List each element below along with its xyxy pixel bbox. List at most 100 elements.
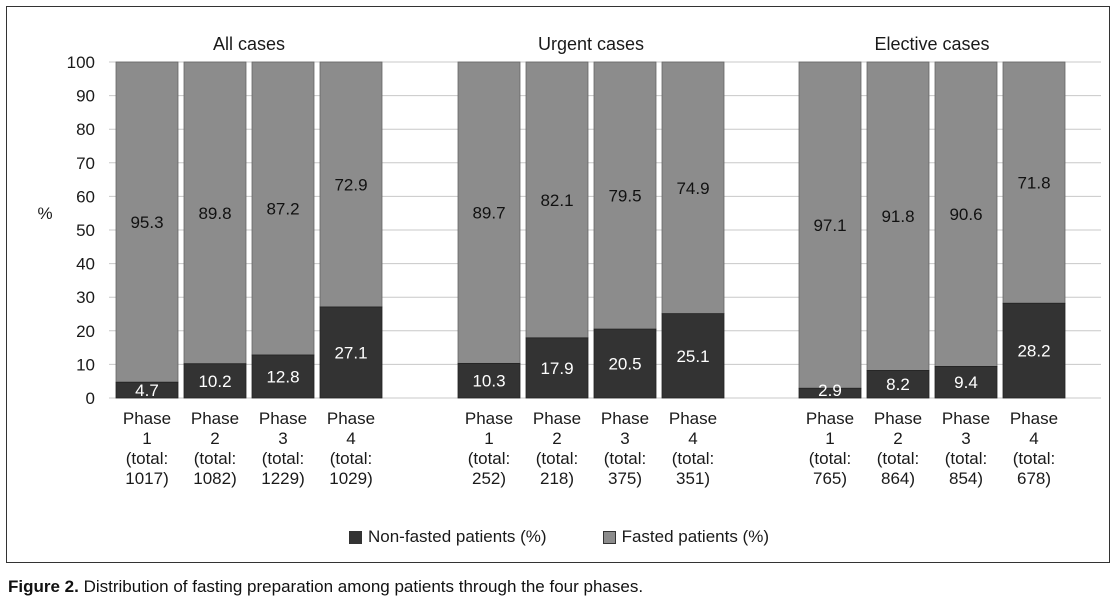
x-label-g3-p2-line1: Phase — [874, 409, 922, 428]
y-tick-label-80: 80 — [76, 120, 95, 139]
x-label-g1-p3-line1: Phase — [259, 409, 307, 428]
label-non-fasted-g1-p2: 10.2 — [198, 372, 231, 391]
bar-non-fasted-g1-p1 — [115, 381, 179, 399]
y-tick-label-10: 10 — [76, 355, 95, 374]
bar-fasted-g2-p3 — [593, 61, 657, 330]
x-label-g2-p2-line2: 2 — [552, 429, 561, 448]
caption-text: Distribution of fasting preparation amon… — [78, 577, 644, 596]
bar-fasted-g1-p1 — [115, 61, 179, 383]
x-label-g1-p1-line4: 1017) — [125, 469, 168, 488]
bar-non-fasted-g2-p1 — [457, 362, 521, 399]
legend-item-fasted: Fasted patients (%) — [602, 527, 769, 547]
bar-non-fasted-g2-p4 — [661, 313, 725, 399]
x-label-g2-p4-line2: 4 — [688, 429, 697, 448]
bars — [115, 61, 1066, 399]
data-labels: 95.3 4.7 89.8 10.2 87.2 12.8 72.9 27.1 89.7 10.3 8… — [130, 174, 1050, 400]
x-label-g1-p3-line4: 1229) — [261, 469, 304, 488]
y-axis: 0 10 20 30 40 50 60 70 80 90 100% — [37, 53, 95, 408]
label-non-fasted-g2-p4: 25.1 — [676, 347, 709, 366]
bar-fasted-g2-p1 — [457, 61, 521, 364]
x-label-g1-p4-line3: (total: — [330, 449, 373, 468]
x-label-g3-p3-line2: 3 — [961, 429, 970, 448]
x-label-g3-p4-line3: (total: — [1013, 449, 1056, 468]
x-label-g1-p1-line2: 1 — [142, 429, 151, 448]
x-label-g2-p2-line1: Phase — [533, 409, 581, 428]
x-label-g3-p1-line2: 1 — [825, 429, 834, 448]
y-tick-label-20: 20 — [76, 322, 95, 341]
x-label-g2-p2-line3: (total: — [536, 449, 579, 468]
x-label-g1-p2-line2: 2 — [210, 429, 219, 448]
bar-fasted-g2-p2 — [525, 61, 589, 339]
group-title-1: All cases — [213, 34, 285, 54]
y-tick-label-70: 70 — [76, 154, 95, 173]
bar-non-fasted-g1-p2 — [183, 363, 247, 399]
label-non-fasted-g3-p2: 8.2 — [886, 375, 910, 394]
x-label-g1-p2-line1: Phase — [191, 409, 239, 428]
x-label-g3-p2-line2: 2 — [893, 429, 902, 448]
bar-non-fasted-g3-p2 — [866, 370, 930, 399]
x-label-g2-p1-line4: 252) — [472, 469, 506, 488]
label-non-fasted-g1-p3: 12.8 — [266, 367, 299, 386]
bar-fasted-g1-p3 — [251, 61, 315, 356]
y-tick-label-0: 0 — [86, 389, 95, 408]
label-non-fasted-g3-p1: 2.9 — [818, 381, 842, 400]
bar-non-fasted-g3-p1 — [798, 387, 862, 399]
x-label-g2-p3-line4: 375) — [608, 469, 642, 488]
y-tick-label-60: 60 — [76, 187, 95, 206]
x-label-g3-p3-line4: 854) — [949, 469, 983, 488]
x-label-g2-p4-line4: 351) — [676, 469, 710, 488]
bar-non-fasted-g2-p3 — [593, 328, 657, 399]
legend-item-non-fasted: Non-fasted patients (%) — [349, 527, 547, 547]
figure-caption: Figure 2. Distribution of fasting prepar… — [8, 577, 643, 597]
label-fasted-g2-p2: 82.1 — [540, 191, 573, 210]
label-fasted-g2-p3: 79.5 — [608, 187, 641, 206]
label-fasted-g3-p2: 91.8 — [881, 207, 914, 226]
x-label-g3-p3-line1: Phase — [942, 409, 990, 428]
bar-non-fasted-g1-p3 — [251, 354, 315, 399]
stacked-bar-chart: 0 10 20 30 40 50 60 70 80 90 100% 95.3 4.7 89.8 10.2 8… — [37, 34, 1101, 488]
x-label-g3-p4-line2: 4 — [1029, 429, 1038, 448]
chart-frame: 0 10 20 30 40 50 60 70 80 90 100% 95.3 4.7 89.8 10.2 8… — [6, 6, 1110, 563]
x-label-g1-p4-line1: Phase — [327, 409, 375, 428]
group-titles: All cases Urgent cases Elective cases — [213, 34, 990, 54]
x-label-g1-p1-line3: (total: — [126, 449, 169, 468]
x-label-g1-p2-line4: 1082) — [193, 469, 236, 488]
bar-non-fasted-g1-p4 — [319, 306, 383, 399]
bar-fasted-g1-p4 — [319, 61, 383, 308]
x-label-g2-p4-line1: Phase — [669, 409, 717, 428]
x-label-g1-p4-line2: 4 — [346, 429, 355, 448]
label-fasted-g2-p1: 89.7 — [472, 204, 505, 223]
label-non-fasted-g3-p4: 28.2 — [1017, 342, 1050, 361]
x-label-g2-p1-line3: (total: — [468, 449, 511, 468]
x-label-g2-p3-line3: (total: — [604, 449, 647, 468]
x-label-g3-p4-line4: 678) — [1017, 469, 1051, 488]
caption-label: Figure 2. — [8, 577, 79, 596]
label-fasted-g3-p4: 71.8 — [1017, 174, 1050, 193]
bar-fasted-g1-p2 — [183, 61, 247, 365]
x-label-g1-p3-line3: (total: — [262, 449, 305, 468]
bar-non-fasted-g3-p4 — [1002, 302, 1066, 399]
x-label-g3-p2-line3: (total: — [877, 449, 920, 468]
group-title-3: Elective cases — [874, 34, 989, 54]
bar-fasted-g3-p1 — [798, 61, 862, 389]
x-label-g2-p2-line4: 218) — [540, 469, 574, 488]
label-fasted-g1-p4: 72.9 — [334, 175, 367, 194]
y-tick-label-50: 50 — [76, 221, 95, 240]
y-tick-label-40: 40 — [76, 255, 95, 274]
label-non-fasted-g1-p1: 4.7 — [135, 381, 159, 400]
label-fasted-g3-p3: 90.6 — [949, 205, 982, 224]
label-fasted-g1-p2: 89.8 — [198, 204, 231, 223]
label-fasted-g1-p3: 87.2 — [266, 199, 299, 218]
bar-non-fasted-g3-p3 — [934, 366, 998, 399]
legend-label-non-fasted: Non-fasted patients (%) — [368, 527, 547, 546]
x-label-g2-p4-line3: (total: — [672, 449, 715, 468]
legend-swatch-fasted — [602, 530, 616, 544]
x-label-g3-p3-line3: (total: — [945, 449, 988, 468]
label-fasted-g3-p1: 97.1 — [813, 216, 846, 235]
legend: Non-fasted patients (%) Fasted patients … — [7, 527, 1111, 547]
y-tick-label-90: 90 — [76, 87, 95, 106]
label-fasted-g2-p4: 74.9 — [676, 179, 709, 198]
x-label-g3-p1-line4: 765) — [813, 469, 847, 488]
x-label-g2-p1-line2: 1 — [484, 429, 493, 448]
label-fasted-g1-p1: 95.3 — [130, 213, 163, 232]
